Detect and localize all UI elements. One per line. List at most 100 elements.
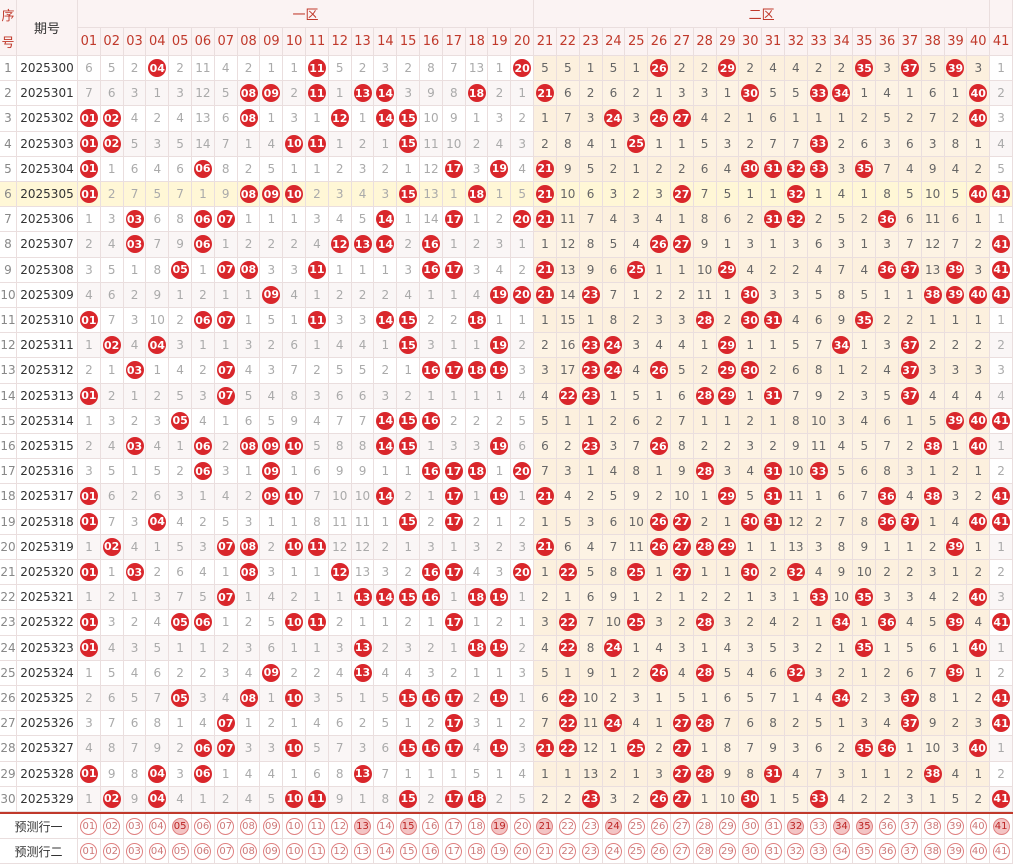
predict-ball[interactable]: 12 xyxy=(331,817,349,835)
predict-ball[interactable]: 22 xyxy=(559,842,577,860)
predict-ball[interactable]: 21 xyxy=(536,842,554,860)
hit-cell: 25 xyxy=(625,131,649,157)
predict-ball[interactable]: 12 xyxy=(331,842,349,860)
hit-ball: 21 xyxy=(535,159,554,178)
miss-cell: 2 xyxy=(739,408,763,434)
predict-ball[interactable]: 18 xyxy=(468,842,486,860)
predict-ball[interactable]: 36 xyxy=(878,817,896,835)
predict-ball[interactable]: 11 xyxy=(308,817,326,835)
hit-ball: 19 xyxy=(490,689,509,708)
predict-ball[interactable]: 08 xyxy=(240,842,258,860)
miss-cell: 3 xyxy=(146,131,170,157)
predict-ball[interactable]: 14 xyxy=(376,817,394,835)
miss-cell: 11 xyxy=(693,282,717,308)
predict-ball[interactable]: 37 xyxy=(901,842,919,860)
predict-ball[interactable]: 19 xyxy=(490,817,508,835)
predict-ball[interactable]: 39 xyxy=(946,842,964,860)
predict-ball[interactable]: 03 xyxy=(126,842,143,860)
predict-ball[interactable]: 34 xyxy=(832,842,850,860)
miss-cell: 2 xyxy=(169,308,193,334)
miss-cell: 3 xyxy=(876,56,899,82)
predict-ball[interactable]: 17 xyxy=(445,842,463,860)
predict-ball[interactable]: 26 xyxy=(650,817,668,835)
predict-ball[interactable]: 20 xyxy=(513,817,531,835)
predict-ball[interactable]: 15 xyxy=(399,842,417,860)
miss-cell: 3 xyxy=(534,610,557,636)
predict-ball[interactable]: 30 xyxy=(741,817,759,835)
predict-ball[interactable]: 18 xyxy=(468,817,486,835)
predict-ball[interactable]: 11 xyxy=(308,842,326,860)
predict-ball[interactable]: 14 xyxy=(376,842,394,860)
predict-ball[interactable]: 39 xyxy=(946,817,964,835)
predict-ball[interactable]: 23 xyxy=(582,817,600,835)
predict-ball[interactable]: 13 xyxy=(354,817,372,835)
predict-ball[interactable]: 23 xyxy=(582,842,600,860)
predict-ball[interactable]: 03 xyxy=(126,817,143,835)
predict-ball[interactable]: 31 xyxy=(764,842,782,860)
predict-ball[interactable]: 09 xyxy=(262,842,280,860)
predict-ball[interactable]: 32 xyxy=(787,817,805,835)
predict-ball[interactable]: 31 xyxy=(764,817,782,835)
predict-ball[interactable]: 09 xyxy=(262,817,280,835)
miss-cell: 4 xyxy=(876,711,899,737)
predict-ball[interactable]: 30 xyxy=(741,842,759,860)
predict-ball[interactable]: 40 xyxy=(969,842,987,860)
predict-ball[interactable]: 33 xyxy=(810,842,828,860)
predict-ball[interactable]: 22 xyxy=(559,817,577,835)
predict-ball[interactable]: 04 xyxy=(148,817,166,835)
predict-ball[interactable]: 10 xyxy=(285,842,303,860)
predict-cell: 26 xyxy=(648,814,671,839)
predict-ball[interactable]: 34 xyxy=(832,817,850,835)
predict-ball[interactable]: 19 xyxy=(490,842,508,860)
hit-cell: 27 xyxy=(670,786,694,812)
predict-ball[interactable]: 24 xyxy=(604,842,622,860)
predict-ball[interactable]: 25 xyxy=(627,842,645,860)
predict-ball[interactable]: 06 xyxy=(194,817,212,835)
predict-ball[interactable]: 25 xyxy=(627,817,645,835)
predict-ball[interactable]: 17 xyxy=(445,817,463,835)
predict-ball[interactable]: 27 xyxy=(673,842,691,860)
predict-ball[interactable]: 33 xyxy=(810,817,828,835)
predict-ball[interactable]: 35 xyxy=(855,817,873,835)
predict-ball[interactable]: 32 xyxy=(787,842,805,860)
predict-ball[interactable]: 20 xyxy=(513,842,531,860)
predict-ball[interactable]: 08 xyxy=(240,817,258,835)
predict-ball[interactable]: 01 xyxy=(80,842,98,860)
predict-ball[interactable]: 04 xyxy=(148,842,166,860)
predict-ball[interactable]: 02 xyxy=(103,842,121,860)
predict-ball[interactable]: 01 xyxy=(80,817,98,835)
period: 2025302 xyxy=(17,106,78,132)
predict-ball[interactable]: 40 xyxy=(969,817,987,835)
predict-ball[interactable]: 07 xyxy=(217,817,235,835)
predict-ball[interactable]: 29 xyxy=(718,842,736,860)
predict-ball[interactable]: 28 xyxy=(696,842,714,860)
predict-ball[interactable]: 02 xyxy=(103,817,121,835)
hit-cell: 17 xyxy=(442,484,466,510)
predict-ball[interactable]: 16 xyxy=(422,817,440,835)
predict-ball[interactable]: 05 xyxy=(171,817,189,835)
hit-ball: 19 xyxy=(490,285,509,304)
predict-ball[interactable]: 41 xyxy=(992,842,1010,860)
predict-ball[interactable]: 38 xyxy=(924,817,942,835)
column-header: 16 xyxy=(420,28,443,56)
predict-ball[interactable]: 35 xyxy=(855,842,873,860)
predict-ball[interactable]: 21 xyxy=(536,817,554,835)
predict-ball[interactable]: 37 xyxy=(901,817,919,835)
miss-cell: 4 xyxy=(237,358,261,384)
predict-ball[interactable]: 26 xyxy=(650,842,668,860)
predict-ball[interactable]: 36 xyxy=(878,842,896,860)
predict-ball[interactable]: 29 xyxy=(718,817,736,835)
predict-ball[interactable]: 27 xyxy=(673,817,691,835)
predict-ball[interactable]: 10 xyxy=(285,817,303,835)
predict-ball[interactable]: 41 xyxy=(992,817,1010,835)
predict-ball[interactable]: 16 xyxy=(422,842,440,860)
predict-ball[interactable]: 05 xyxy=(171,842,189,860)
predict-ball[interactable]: 38 xyxy=(924,842,942,860)
predict-ball[interactable]: 24 xyxy=(604,817,622,835)
predict-ball[interactable]: 28 xyxy=(696,817,714,835)
predict-ball[interactable]: 15 xyxy=(399,817,417,835)
predict-ball[interactable]: 13 xyxy=(354,842,372,860)
predict-ball[interactable]: 06 xyxy=(194,842,212,860)
miss-cell: 4 xyxy=(944,383,968,409)
predict-ball[interactable]: 07 xyxy=(217,842,235,860)
